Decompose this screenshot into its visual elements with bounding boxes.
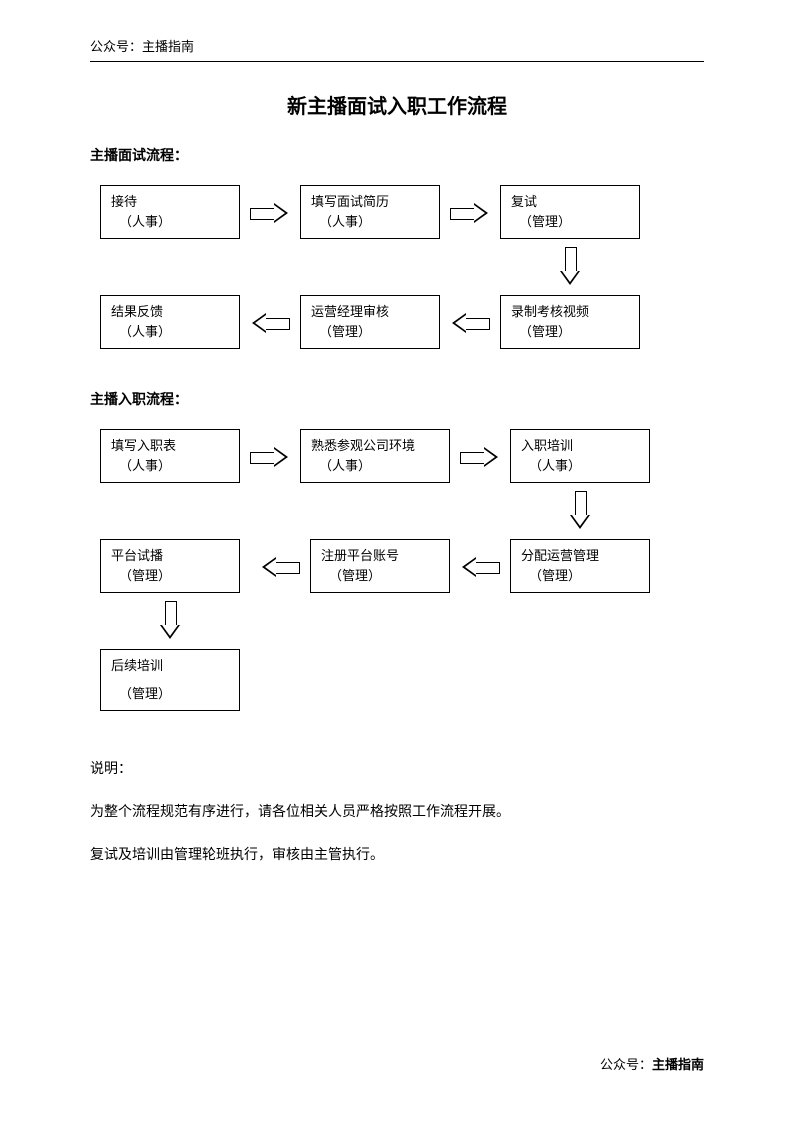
node-title: 入职培训 — [521, 436, 639, 456]
flow1: 接待 （人事） 填写面试简历 （人事） 复试 （管理） 录制考核视频 （管理） … — [90, 185, 704, 365]
flow1-node-record-video: 录制考核视频 （管理） — [500, 295, 640, 349]
arrow-down-icon — [562, 247, 578, 285]
node-title: 运营经理审核 — [311, 302, 429, 322]
node-role: （管理） — [321, 566, 439, 586]
page-footer: 公众号：主播指南 — [600, 1054, 704, 1073]
arrow-down-icon — [572, 491, 588, 529]
flow2-node-assign-ops: 分配运营管理 （管理） — [510, 539, 650, 593]
node-role: （管理） — [511, 212, 629, 232]
node-role: （人事） — [311, 212, 429, 232]
arrow-right-icon — [250, 205, 288, 221]
node-title: 填写面试简历 — [311, 192, 429, 212]
node-title: 平台试播 — [111, 546, 229, 566]
notes-line: 复试及培训由管理轮班执行，审核由主管执行。 — [90, 845, 704, 866]
notes-label: 说明： — [90, 759, 704, 780]
flow2: 填写入职表 （人事） 熟悉参观公司环境 （人事） 入职培训 （人事） 分配运营管… — [90, 429, 704, 729]
arrow-left-icon — [262, 559, 300, 575]
node-role: （人事） — [521, 456, 639, 476]
node-title: 复试 — [511, 192, 629, 212]
flow1-node-manager-review: 运营经理审核 （管理） — [300, 295, 440, 349]
arrow-left-icon — [452, 315, 490, 331]
page-header: 公众号：主播指南 — [90, 36, 704, 62]
flow2-node-register-account: 注册平台账号 （管理） — [310, 539, 450, 593]
node-role: （管理） — [511, 322, 629, 342]
node-role: （人事） — [311, 456, 439, 476]
node-role: （人事） — [111, 212, 229, 232]
flow1-node-reception: 接待 （人事） — [100, 185, 240, 239]
flow2-node-trial-stream: 平台试播 （管理） — [100, 539, 240, 593]
node-role: （管理） — [311, 322, 429, 342]
node-title: 熟悉参观公司环境 — [311, 436, 439, 456]
node-role: （管理） — [521, 566, 639, 586]
node-title: 后续培训 — [111, 656, 229, 676]
arrow-right-icon — [460, 449, 498, 465]
footer-label: 公众号： — [600, 1057, 652, 1072]
arrow-left-icon — [462, 559, 500, 575]
node-title: 接待 — [111, 192, 229, 212]
node-role: （管理） — [111, 684, 229, 704]
node-role: （管理） — [111, 566, 229, 586]
notes-line: 为整个流程规范有序进行，请各位相关人员严格按照工作流程开展。 — [90, 802, 704, 823]
node-title: 结果反馈 — [111, 302, 229, 322]
flow1-node-fill-resume: 填写面试简历 （人事） — [300, 185, 440, 239]
node-title: 注册平台账号 — [321, 546, 439, 566]
flow2-node-followup-training: 后续培训 （管理） — [100, 649, 240, 711]
flow1-node-feedback: 结果反馈 （人事） — [100, 295, 240, 349]
flow2-node-training: 入职培训 （人事） — [510, 429, 650, 483]
footer-bold: 主播指南 — [652, 1057, 704, 1072]
node-role: （人事） — [111, 322, 229, 342]
flow2-node-tour: 熟悉参观公司环境 （人事） — [300, 429, 450, 483]
node-title: 填写入职表 — [111, 436, 229, 456]
arrow-left-icon — [252, 315, 290, 331]
flow2-node-onboard-form: 填写入职表 （人事） — [100, 429, 240, 483]
arrow-down-icon — [162, 601, 178, 639]
arrow-right-icon — [250, 449, 288, 465]
node-title: 分配运营管理 — [521, 546, 639, 566]
node-title: 录制考核视频 — [511, 302, 629, 322]
notes-section: 说明： 为整个流程规范有序进行，请各位相关人员严格按照工作流程开展。 复试及培训… — [90, 759, 704, 866]
arrow-right-icon — [450, 205, 488, 221]
page-title: 新主播面试入职工作流程 — [90, 90, 704, 119]
node-role: （人事） — [111, 456, 229, 476]
section1-label: 主播面试流程： — [90, 145, 704, 165]
section2-label: 主播入职流程： — [90, 389, 704, 409]
flow1-node-reinterview: 复试 （管理） — [500, 185, 640, 239]
